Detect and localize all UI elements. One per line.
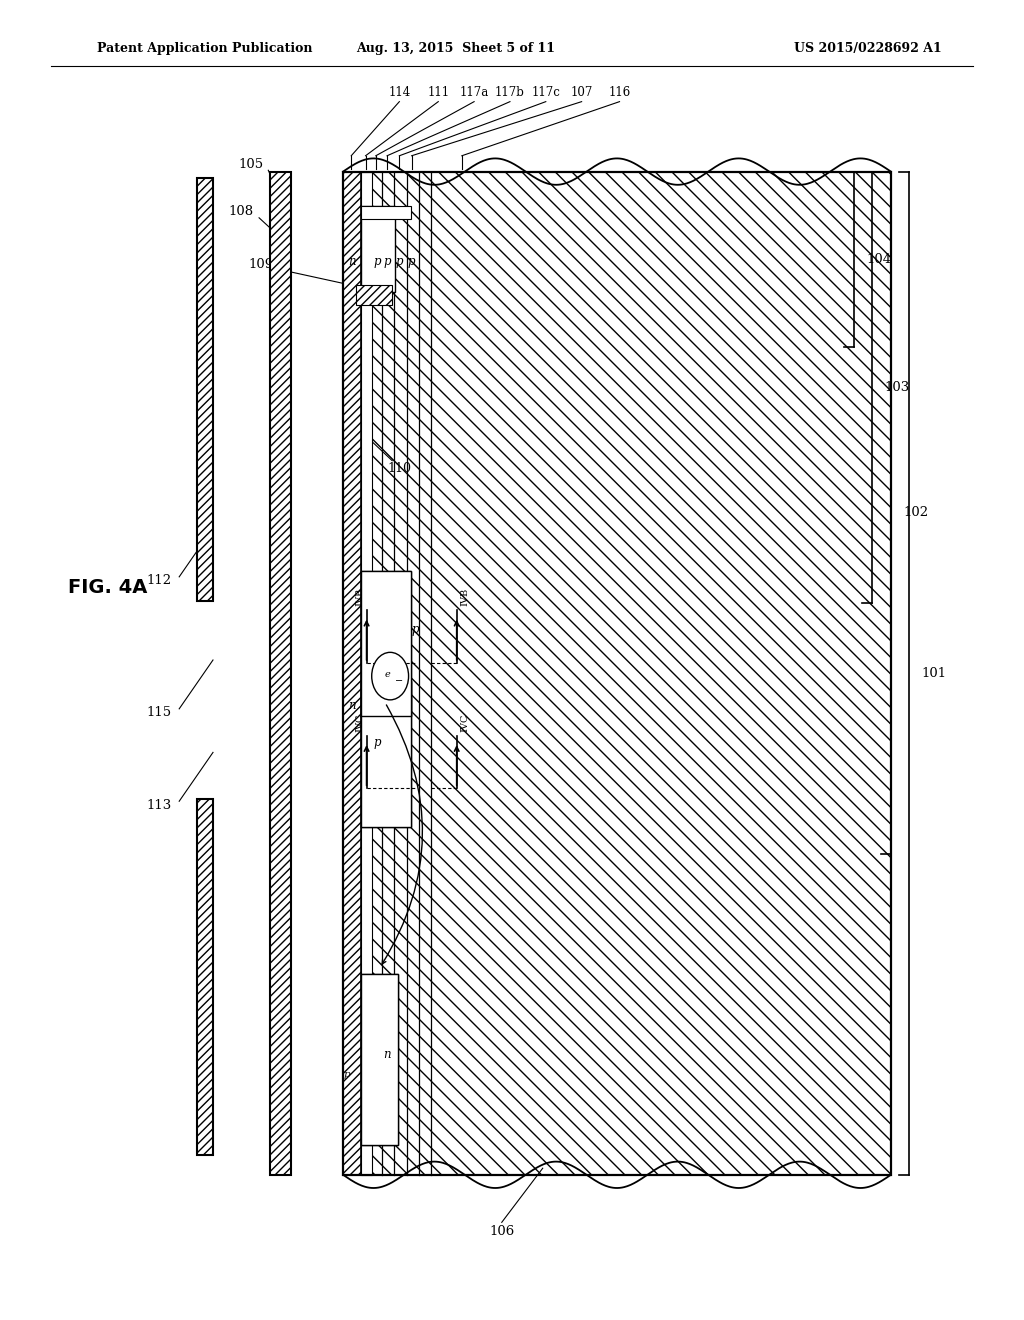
Text: IVC: IVC	[355, 713, 364, 731]
Bar	[361, 681, 411, 826]
Text: 116: 116	[608, 86, 631, 99]
Text: p: p	[395, 255, 403, 268]
Text: n: n	[348, 700, 356, 713]
Text: 111: 111	[427, 86, 450, 99]
Text: p: p	[383, 255, 391, 268]
Text: US 2015/0228692 A1: US 2015/0228692 A1	[794, 42, 941, 55]
Bar	[361, 974, 398, 1144]
Text: p: p	[408, 255, 416, 268]
Text: −: −	[395, 676, 403, 686]
Text: 102: 102	[903, 506, 929, 519]
Bar	[361, 570, 411, 715]
Text: p: p	[344, 1071, 350, 1078]
Text: 107: 107	[570, 86, 593, 99]
Text: p: p	[373, 255, 381, 268]
Bar	[361, 172, 891, 1175]
Text: IVB: IVB	[461, 587, 470, 606]
Text: 103: 103	[885, 380, 910, 393]
Text: 109: 109	[249, 257, 273, 271]
Text: p: p	[412, 623, 420, 636]
Text: n: n	[383, 1048, 391, 1061]
Bar	[361, 974, 398, 1144]
Text: FIG. 4A: FIG. 4A	[68, 578, 147, 597]
Text: 110: 110	[387, 462, 412, 475]
Text: Patent Application Publication: Patent Application Publication	[97, 42, 312, 55]
Bar	[361, 570, 411, 715]
Text: 106: 106	[489, 1225, 514, 1238]
Text: 112: 112	[146, 574, 171, 587]
Text: 108: 108	[228, 205, 253, 218]
Bar	[361, 206, 411, 219]
Text: 101: 101	[922, 667, 947, 680]
Text: IVC: IVC	[461, 713, 470, 731]
Bar	[361, 681, 411, 826]
Bar	[197, 178, 213, 601]
Bar	[343, 172, 361, 1175]
Text: 117b: 117b	[495, 86, 525, 99]
Text: 105: 105	[239, 158, 263, 172]
Bar	[197, 799, 213, 1155]
Text: e: e	[384, 671, 390, 680]
Text: n: n	[348, 255, 356, 268]
Text: Aug. 13, 2015  Sheet 5 of 11: Aug. 13, 2015 Sheet 5 of 11	[356, 42, 555, 55]
Text: 113: 113	[146, 799, 171, 812]
Text: 115: 115	[146, 706, 171, 719]
Text: IVB: IVB	[355, 587, 364, 606]
Text: 104: 104	[866, 253, 892, 265]
Text: 117c: 117c	[531, 86, 560, 99]
Bar	[361, 172, 372, 1175]
Bar	[361, 206, 395, 292]
Text: 117a: 117a	[460, 86, 488, 99]
Bar	[343, 172, 891, 1175]
Text: 114: 114	[388, 86, 411, 99]
Bar	[356, 285, 392, 305]
Circle shape	[372, 652, 409, 700]
Text: p: p	[373, 735, 381, 748]
Bar	[270, 172, 291, 1175]
